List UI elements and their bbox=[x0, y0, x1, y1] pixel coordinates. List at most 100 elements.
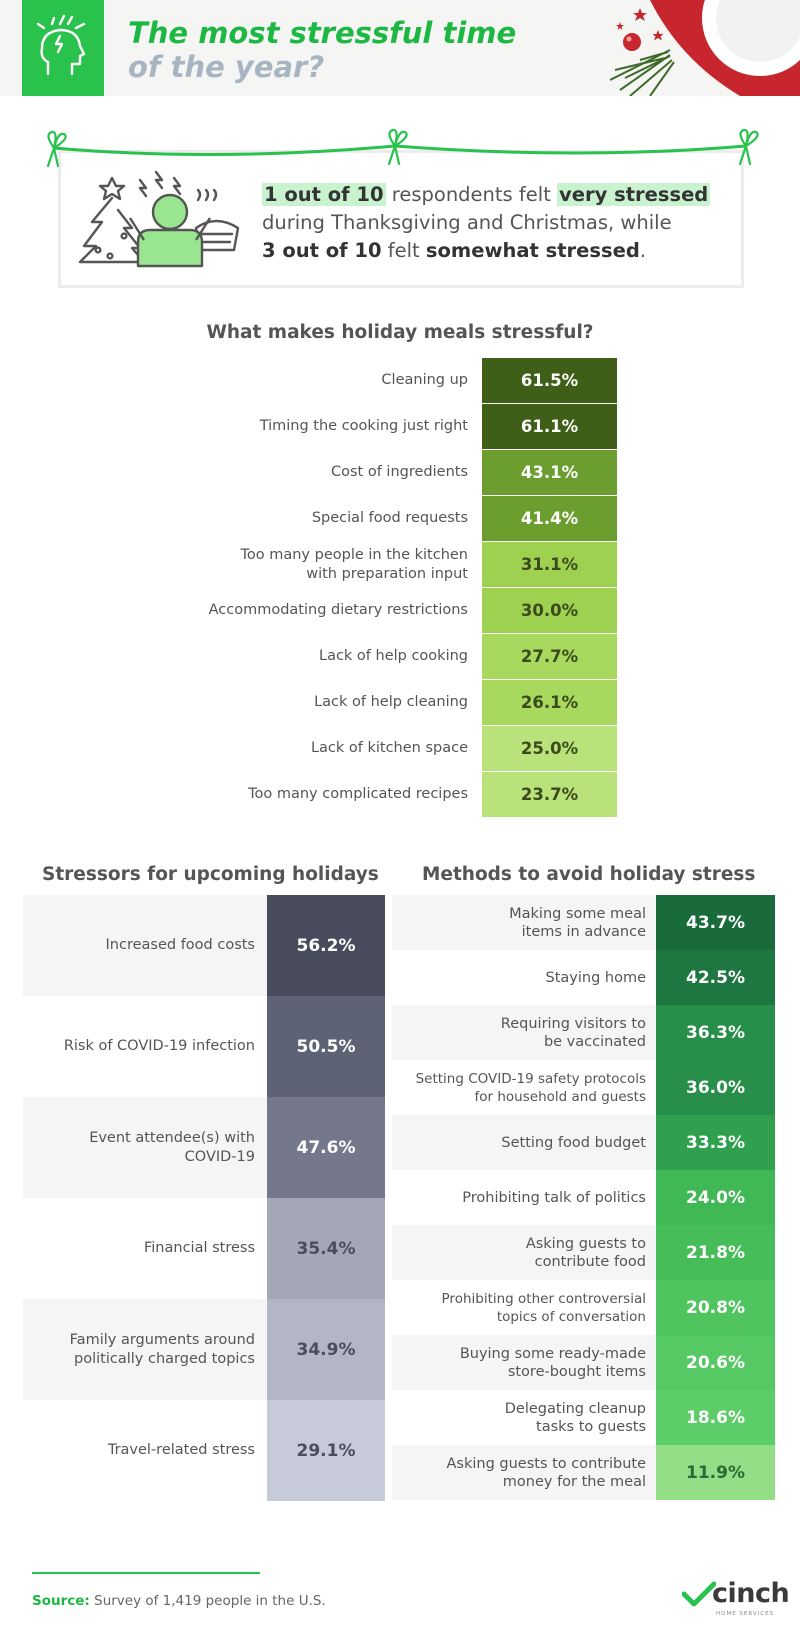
method-label-text: Buying some ready-made store-bought items bbox=[459, 1345, 646, 1380]
method-value: 36.3% bbox=[656, 1005, 775, 1060]
stressor-label: Risk of COVID-19 infection bbox=[23, 996, 255, 1097]
meals-label-lack-of-help-cooking: Lack of help cooking bbox=[318, 648, 468, 664]
method-value: 20.6% bbox=[656, 1335, 775, 1390]
method-row-requiring-visitors-to-be-vaccinated: Requiring visitors to be vaccinated 36.3% bbox=[392, 1005, 775, 1060]
method-label-text: Asking guests to contribute money for the… bbox=[446, 1455, 647, 1490]
method-row-prohibiting-other-controversial-topics-of-conversation: Prohibiting other controversial topics of… bbox=[392, 1280, 775, 1335]
method-value: 21.8% bbox=[656, 1225, 775, 1280]
source-text: Survey of 1,419 people in the U.S. bbox=[89, 1593, 326, 1609]
footer-divider bbox=[32, 1572, 260, 1574]
meals-label-lack-of-help-cleaning: Lack of help cleaning bbox=[314, 694, 468, 710]
callout-stat-1: 1 out of 10 bbox=[262, 183, 386, 206]
garland-icon bbox=[46, 128, 759, 168]
method-label: Requiring visitors to be vaccinated bbox=[392, 1005, 646, 1060]
meals-label-cleaning-up: Cleaning up bbox=[381, 372, 468, 388]
method-row-asking-guests-to-contribute-food: Asking guests to contribute food 21.8% bbox=[392, 1225, 775, 1280]
stressor-label: Financial stress bbox=[23, 1198, 255, 1299]
header-banner: The most stressful time of the year? bbox=[0, 0, 800, 96]
stressors-chart-title: Stressors for upcoming holidays bbox=[42, 864, 379, 885]
meals-value-lack-of-help-cooking: 27.7% bbox=[482, 634, 617, 679]
method-row-setting-food-budget: Setting food budget 33.3% bbox=[392, 1115, 775, 1170]
method-value: 24.0% bbox=[656, 1170, 775, 1225]
methods-chart-title: Methods to avoid holiday stress bbox=[422, 864, 756, 885]
method-row-buying-some-ready-made-store-bought-items: Buying some ready-made store-bought items… bbox=[392, 1335, 775, 1390]
method-label: Prohibiting other controversial topics of… bbox=[392, 1280, 646, 1335]
stressor-label: Increased food costs bbox=[23, 895, 255, 996]
method-label: Setting COVID-19 safety protocols for hou… bbox=[392, 1060, 646, 1115]
meals-label-timing-the-cooking-just-right: Timing the cooking just right bbox=[259, 418, 468, 434]
meals-value-too-many-complicated-recipes: 23.7% bbox=[482, 772, 617, 817]
callout-line-3: 3 out of 10 felt somewhat stressed. bbox=[262, 237, 710, 265]
meals-label-too-many-complicated-recipes: Too many complicated recipes bbox=[248, 786, 468, 802]
method-value: 43.7% bbox=[656, 895, 775, 950]
meals-value-cost-of-ingredients: 43.1% bbox=[482, 450, 617, 495]
stressor-row-event-attendee-s-with-covid-19: Event attendee(s) with COVID-19 47.6% bbox=[23, 1097, 385, 1198]
method-row-staying-home: Staying home 42.5% bbox=[392, 950, 775, 1005]
meals-value-timing-the-cooking-just-right: 61.1% bbox=[482, 404, 617, 449]
stressor-row-financial-stress: Financial stress 35.4% bbox=[23, 1198, 385, 1299]
method-label: Making some meal items in advance bbox=[392, 895, 646, 950]
method-label: Buying some ready-made store-bought items bbox=[392, 1335, 646, 1390]
method-label: Prohibiting talk of politics bbox=[392, 1170, 646, 1225]
method-label-text: Requiring visitors to be vaccinated bbox=[500, 1015, 646, 1050]
method-label-text: Prohibiting talk of politics bbox=[462, 1189, 646, 1206]
stressor-value: 47.6% bbox=[267, 1097, 385, 1198]
method-label: Asking guests to contribute food bbox=[392, 1225, 646, 1280]
method-label-text: Making some meal items in advance bbox=[509, 905, 646, 940]
method-label: Setting food budget bbox=[392, 1115, 646, 1170]
stressor-value: 34.9% bbox=[267, 1299, 385, 1400]
method-label-text: Asking guests to contribute food bbox=[525, 1235, 646, 1270]
stressor-value: 35.4% bbox=[267, 1198, 385, 1299]
callout-very-stressed: very stressed bbox=[557, 183, 711, 206]
meals-label-accommodating-dietary-restrictions: Accommodating dietary restrictions bbox=[208, 602, 468, 618]
title-line-2: of the year? bbox=[128, 50, 325, 84]
callout-somewhat-stressed: somewhat stressed bbox=[425, 239, 640, 262]
callout-text-6: felt bbox=[381, 239, 426, 262]
stressor-label-text: Family arguments around politically charg… bbox=[69, 1331, 255, 1367]
stressor-label-text: Travel-related stress bbox=[107, 1442, 255, 1458]
callout-stat-2: 3 out of 10 bbox=[262, 239, 382, 262]
stressed-head-icon bbox=[36, 14, 86, 76]
stressor-row-family-arguments-around-politically-charged-topics: Family arguments around politically charg… bbox=[23, 1299, 385, 1400]
method-label: Delegating cleanup tasks to guests bbox=[392, 1390, 646, 1445]
stressor-value: 56.2% bbox=[267, 895, 385, 996]
meals-value-too-many-people-in-the-kitchen-with-preparation-input: 31.1% bbox=[482, 542, 617, 587]
stressed-person-tree-pie-icon bbox=[78, 170, 240, 268]
method-label-text: Prohibiting other controversial topics of… bbox=[441, 1290, 646, 1325]
stressor-value: 29.1% bbox=[267, 1400, 385, 1501]
meals-label-special-food-requests: Special food requests bbox=[311, 510, 468, 526]
method-label: Asking guests to contribute money for the… bbox=[392, 1445, 647, 1500]
method-label-text: Setting food budget bbox=[501, 1134, 646, 1151]
stressor-label: Family arguments around politically charg… bbox=[23, 1299, 255, 1400]
brand-subtitle: HOME SERVICES bbox=[716, 1611, 775, 1617]
method-value: 18.6% bbox=[656, 1390, 775, 1445]
method-value: 36.0% bbox=[656, 1060, 775, 1115]
stressor-row-increased-food-costs: Increased food costs 56.2% bbox=[23, 895, 385, 996]
method-row-asking-guests-to-contribute-money-for-the-meal: Asking guests to contribute money for the… bbox=[392, 1445, 775, 1500]
meals-value-accommodating-dietary-restrictions: 30.0% bbox=[482, 588, 617, 633]
holiday-decoration-icon bbox=[610, 0, 800, 96]
method-value: 20.8% bbox=[656, 1280, 775, 1335]
meals-value-cleaning-up: 61.5% bbox=[482, 358, 617, 403]
stressor-row-risk-of-covid-19-infection: Risk of COVID-19 infection 50.5% bbox=[23, 996, 385, 1097]
method-value: 33.3% bbox=[656, 1115, 775, 1170]
meals-value-lack-of-kitchen-space: 25.0% bbox=[482, 726, 617, 771]
stressor-label-text: Increased food costs bbox=[105, 937, 255, 953]
source-label: Source: bbox=[32, 1593, 90, 1609]
method-label-text: Setting COVID-19 safety protocols for hou… bbox=[415, 1070, 646, 1105]
meals-label-cost-of-ingredients: Cost of ingredients bbox=[331, 464, 468, 480]
stressor-row-travel-related-stress: Travel-related stress 29.1% bbox=[23, 1400, 385, 1501]
method-label-text: Staying home bbox=[545, 969, 647, 986]
callout-line-2: during Thanksgiving and Christmas, while bbox=[262, 211, 672, 234]
logo-box bbox=[22, 0, 104, 96]
stressor-label-text: Event attendee(s) with COVID-19 bbox=[89, 1129, 255, 1165]
meals-value-lack-of-help-cleaning: 26.1% bbox=[482, 680, 617, 725]
brand-logo-text: cinch bbox=[712, 1578, 790, 1609]
meals-label-lack-of-kitchen-space: Lack of kitchen space bbox=[310, 740, 468, 756]
stressor-label: Travel-related stress bbox=[23, 1400, 255, 1501]
callout-period: . bbox=[639, 239, 646, 262]
stressor-value: 50.5% bbox=[267, 996, 385, 1097]
meals-chart-title: What makes holiday meals stressful? bbox=[206, 322, 594, 343]
method-label-text: Delegating cleanup tasks to guests bbox=[504, 1400, 646, 1435]
callout-text: 1 out of 10 respondents felt very stress… bbox=[262, 181, 711, 265]
